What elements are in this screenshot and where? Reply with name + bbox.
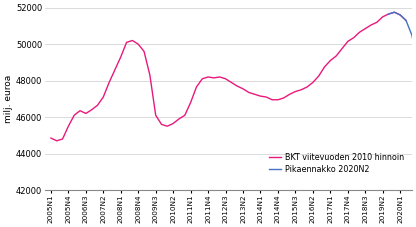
Pikaennakko 2020N2 (386, 13, 391, 15)
BKT viitevuoden 2010 hinnoin (229, 81, 234, 84)
BKT viitevuoden 2010 hinnoin (392, 11, 397, 14)
Pikaennakko 2020N2 (404, 19, 409, 22)
BKT viitevuoden 2010 hinnoin (124, 41, 129, 44)
Pikaennakko 2020N2 (392, 11, 397, 14)
Line: BKT viitevuoden 2010 hinnoin: BKT viitevuoden 2010 hinnoin (51, 12, 406, 141)
BKT viitevuoden 2010 hinnoin (54, 139, 59, 142)
Y-axis label: milj. euroa: milj. euroa (4, 75, 13, 123)
BKT viitevuoden 2010 hinnoin (83, 112, 88, 115)
BKT viitevuoden 2010 hinnoin (270, 98, 275, 101)
Pikaennakko 2020N2 (415, 61, 416, 64)
BKT viitevuoden 2010 hinnoin (48, 137, 53, 139)
Line: Pikaennakko 2020N2: Pikaennakko 2020N2 (389, 12, 416, 62)
Pikaennakko 2020N2 (398, 14, 403, 16)
BKT viitevuoden 2010 hinnoin (363, 27, 368, 30)
Legend: BKT viitevuoden 2010 hinnoin, Pikaennakko 2020N2: BKT viitevuoden 2010 hinnoin, Pikaennakk… (266, 150, 408, 177)
Pikaennakko 2020N2 (409, 34, 414, 36)
BKT viitevuoden 2010 hinnoin (404, 19, 409, 22)
BKT viitevuoden 2010 hinnoin (147, 74, 152, 76)
